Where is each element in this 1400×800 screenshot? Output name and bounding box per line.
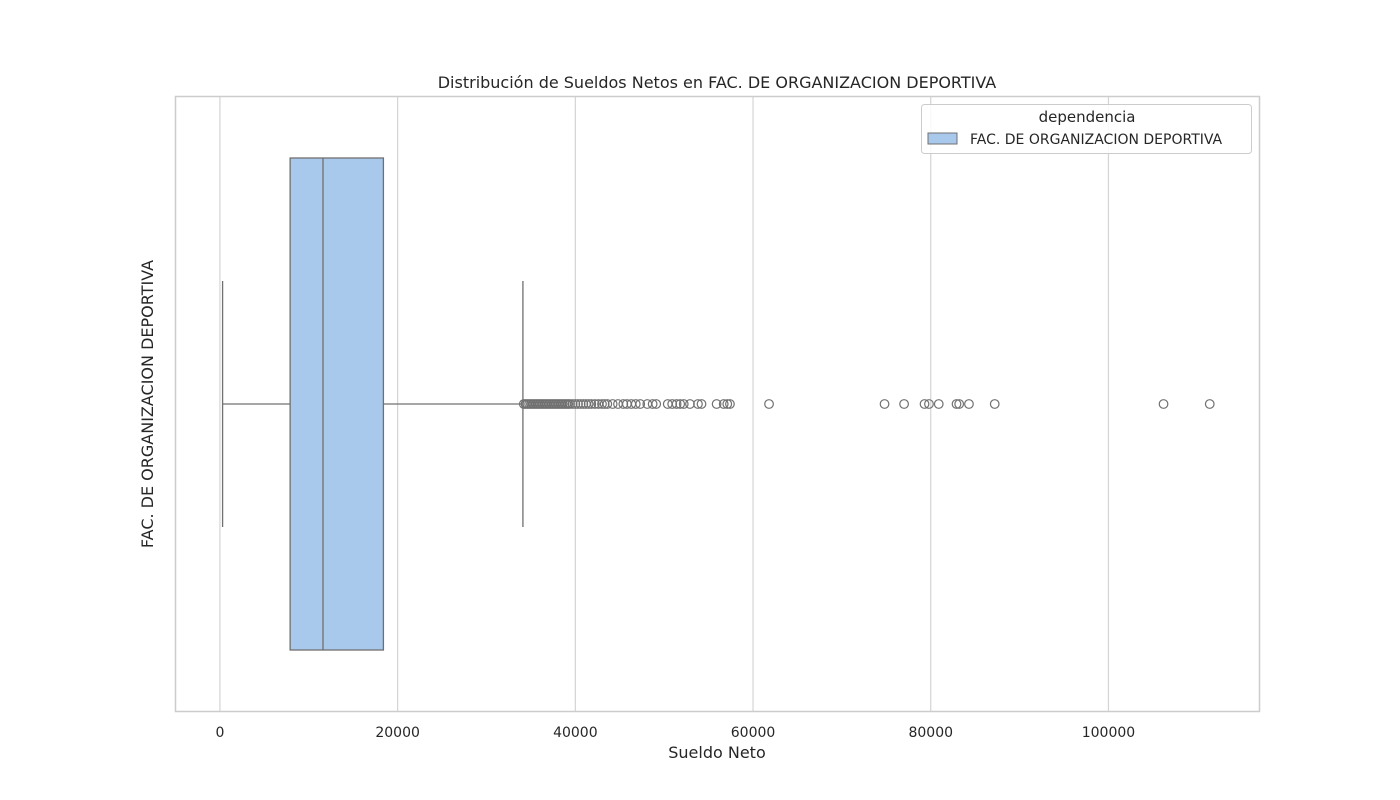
x-tick-label: 100000 — [1082, 725, 1135, 741]
outlier-point — [573, 399, 583, 409]
legend-title: dependencia — [1039, 108, 1136, 126]
outlier-point — [667, 399, 678, 409]
outlier-point — [951, 399, 962, 409]
outlier-point — [879, 399, 890, 409]
legend: dependencia FAC. DE ORGANIZACION DEPORTI… — [921, 104, 1252, 154]
x-tick-label: 20000 — [375, 725, 420, 741]
outlier-point — [924, 399, 934, 409]
outlier-point — [597, 399, 607, 409]
x-axis-label: Sueldo Neto — [668, 743, 766, 762]
x-tick-label: 80000 — [908, 725, 953, 741]
outlier-point — [696, 399, 707, 409]
grid-lines — [219, 96, 1110, 712]
x-tick-label: 0 — [215, 725, 224, 741]
outlier-point — [671, 399, 682, 409]
iqr-box — [289, 157, 385, 651]
outlier-point — [602, 399, 613, 409]
outlier-point — [586, 399, 597, 409]
outlier-point — [1204, 399, 1215, 409]
outlier-point — [989, 399, 1000, 409]
outlier-point — [964, 399, 974, 409]
x-tick-label: 40000 — [553, 725, 598, 741]
box-plot-series — [221, 157, 1215, 651]
outlier-point — [675, 399, 686, 409]
outlier-point — [565, 399, 575, 409]
legend-entry-label: FAC. DE ORGANIZACION DEPORTIVA — [970, 132, 1223, 148]
plot-frame — [174, 95, 1261, 713]
outlier-point — [651, 399, 662, 409]
outlier-point — [567, 399, 578, 409]
outlier-point — [618, 399, 629, 409]
outlier-point — [954, 399, 965, 409]
legend-swatch — [927, 132, 958, 145]
outlier-point — [1158, 399, 1169, 409]
y-axis-label: FAC. DE ORGANIZACION DEPORTIVA — [138, 260, 157, 548]
outlier-point — [718, 399, 729, 409]
outlier-point — [933, 399, 944, 409]
outlier-point — [678, 399, 689, 409]
outlier-point — [575, 399, 586, 409]
outlier-point — [578, 399, 589, 409]
outlier-point — [647, 399, 658, 409]
outlier-point — [599, 399, 610, 409]
outlier-point — [583, 399, 594, 409]
outlier-point — [607, 399, 618, 409]
outlier-point — [899, 399, 909, 409]
outlier-point — [764, 399, 774, 409]
outlier-point — [635, 399, 646, 409]
x-tick-label: 60000 — [731, 725, 776, 741]
outlier-point — [630, 399, 641, 409]
outlier-point — [919, 399, 930, 409]
outlier-point — [722, 399, 733, 409]
chart-title: Distribución de Sueldos Netos en FAC. DE… — [438, 73, 997, 92]
outlier-point — [589, 399, 600, 409]
outlier-point — [725, 399, 735, 409]
legend-frame — [921, 104, 1252, 154]
outlier-point — [711, 399, 722, 409]
outlier-point — [685, 399, 695, 409]
x-tick-labels: 0 20000 40000 60000 80000 100000 — [215, 725, 1135, 741]
outlier-point — [693, 399, 703, 409]
outlier-point — [570, 399, 581, 409]
